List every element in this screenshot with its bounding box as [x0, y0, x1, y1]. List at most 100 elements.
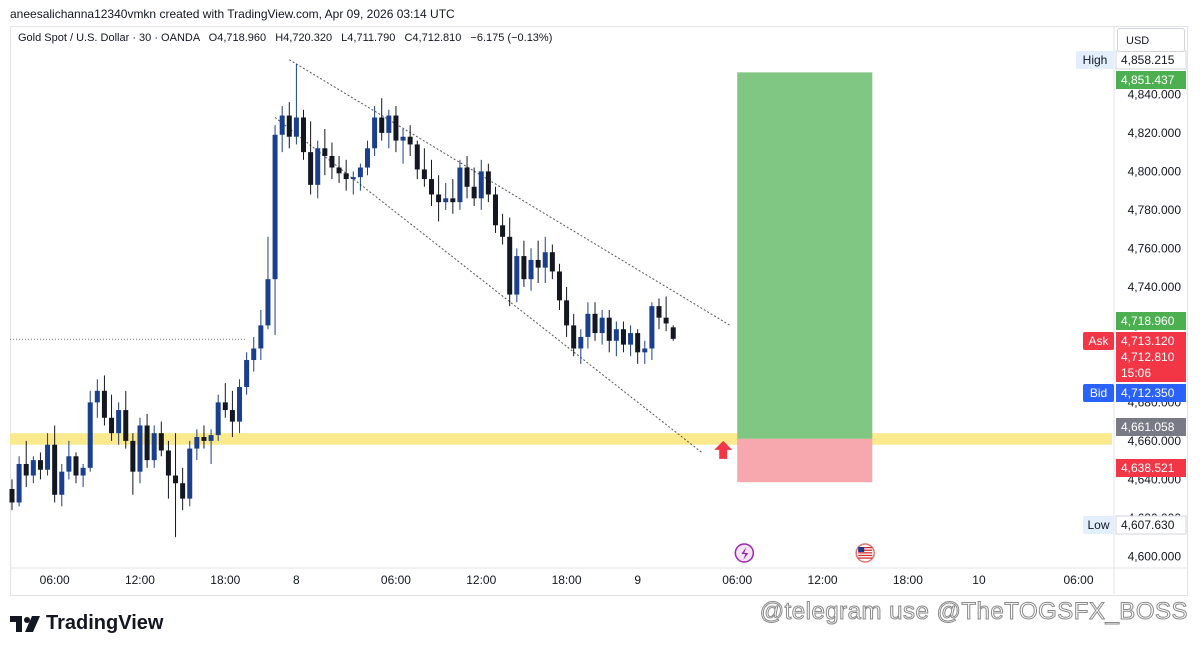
candle[interactable]: [514, 248, 520, 303]
candle[interactable]: [187, 440, 193, 507]
price-tag-bid[interactable]: 4,712.350 Bid: [1083, 384, 1186, 402]
candle[interactable]: [592, 302, 598, 341]
up-arrow-icon[interactable]: [714, 440, 733, 459]
candle[interactable]: [80, 463, 86, 488]
candle[interactable]: [52, 425, 58, 503]
candle[interactable]: [365, 140, 370, 176]
candle[interactable]: [265, 236, 271, 330]
candle[interactable]: [421, 148, 427, 187]
candle[interactable]: [428, 159, 434, 207]
candle[interactable]: [450, 179, 456, 214]
currency-selector[interactable]: USD: [1117, 28, 1185, 52]
candle[interactable]: [599, 309, 605, 345]
candle[interactable]: [258, 309, 264, 361]
candle[interactable]: [165, 440, 171, 499]
candle[interactable]: [229, 390, 235, 438]
candle[interactable]: [613, 321, 619, 357]
candle[interactable]: [343, 159, 349, 191]
candle[interactable]: [656, 298, 662, 330]
candle[interactable]: [286, 102, 292, 149]
candle[interactable]: [457, 159, 463, 210]
candle[interactable]: [194, 429, 200, 461]
candle[interactable]: [500, 213, 506, 245]
candle[interactable]: [478, 159, 484, 210]
candle[interactable]: [137, 417, 143, 484]
candle[interactable]: [30, 456, 36, 484]
candle[interactable]: [222, 383, 228, 418]
candle[interactable]: [37, 452, 43, 480]
us-flag-icon[interactable]: [855, 543, 875, 563]
candle[interactable]: [571, 313, 577, 357]
tradingview-brand[interactable]: TradingView: [10, 612, 163, 635]
channel-trendline-1[interactable]: [289, 59, 731, 326]
candle[interactable]: [549, 244, 555, 280]
candle[interactable]: [521, 240, 527, 287]
candle[interactable]: [322, 129, 328, 176]
candle[interactable]: [123, 390, 129, 449]
candle[interactable]: [620, 321, 626, 353]
candle[interactable]: [251, 336, 257, 372]
candle[interactable]: [215, 394, 221, 441]
candle[interactable]: [649, 302, 655, 361]
candle[interactable]: [492, 186, 498, 233]
candle[interactable]: [350, 171, 356, 195]
candle[interactable]: [670, 325, 676, 341]
price-tag-last[interactable]: 4,712.810 15:06: [1116, 348, 1186, 382]
candle[interactable]: [116, 402, 122, 445]
symbol-name[interactable]: Gold Spot / U.S. Dollar · 30 · OANDA: [18, 32, 200, 44]
candle[interactable]: [443, 182, 449, 210]
candle[interactable]: [507, 217, 513, 307]
candle[interactable]: [173, 433, 179, 538]
candle[interactable]: [45, 433, 51, 476]
candle[interactable]: [357, 163, 363, 191]
candle[interactable]: [535, 240, 541, 284]
candle[interactable]: [16, 456, 22, 507]
candle[interactable]: [244, 352, 250, 395]
candle[interactable]: [293, 63, 299, 145]
candle[interactable]: [464, 155, 470, 199]
candle[interactable]: [542, 236, 548, 284]
price-tag-high[interactable]: 4,858.215 High: [1076, 50, 1187, 70]
candle[interactable]: [23, 440, 29, 488]
candle[interactable]: [642, 340, 648, 364]
price-tag-target[interactable]: 4,718.960: [1116, 312, 1186, 330]
support-band[interactable]: [10, 433, 1112, 445]
target-zone[interactable]: [737, 72, 873, 439]
candle[interactable]: [585, 302, 591, 349]
candle[interactable]: [301, 109, 307, 160]
price-tag-target[interactable]: 4,851.437: [1116, 71, 1186, 89]
candle[interactable]: [73, 452, 79, 484]
candle[interactable]: [578, 329, 584, 364]
candle[interactable]: [87, 390, 93, 472]
candle[interactable]: [414, 140, 420, 180]
price-tag-ask[interactable]: 4,713.120 Ask: [1083, 332, 1186, 350]
candle[interactable]: [279, 105, 285, 153]
lightning-icon[interactable]: [734, 543, 755, 563]
candle[interactable]: [485, 163, 491, 203]
candle[interactable]: [315, 140, 321, 199]
candle[interactable]: [101, 375, 107, 426]
candle[interactable]: [393, 105, 399, 153]
candle[interactable]: [436, 175, 442, 222]
candle[interactable]: [564, 286, 570, 337]
candle[interactable]: [372, 105, 378, 156]
candle[interactable]: [180, 467, 186, 511]
candle[interactable]: [336, 155, 342, 183]
stop-zone[interactable]: [737, 438, 873, 483]
candle[interactable]: [386, 109, 392, 149]
candle[interactable]: [109, 394, 115, 441]
candle[interactable]: [237, 379, 243, 434]
candle[interactable]: [94, 379, 100, 418]
candle[interactable]: [407, 125, 413, 156]
candle[interactable]: [201, 425, 207, 449]
candle[interactable]: [208, 429, 214, 464]
candle[interactable]: [151, 425, 157, 468]
candle[interactable]: [66, 440, 72, 480]
candle[interactable]: [308, 121, 314, 195]
candle[interactable]: [59, 463, 65, 507]
candle[interactable]: [400, 129, 406, 164]
candle[interactable]: [158, 421, 164, 457]
candle[interactable]: [528, 248, 534, 291]
candle[interactable]: [9, 479, 15, 511]
